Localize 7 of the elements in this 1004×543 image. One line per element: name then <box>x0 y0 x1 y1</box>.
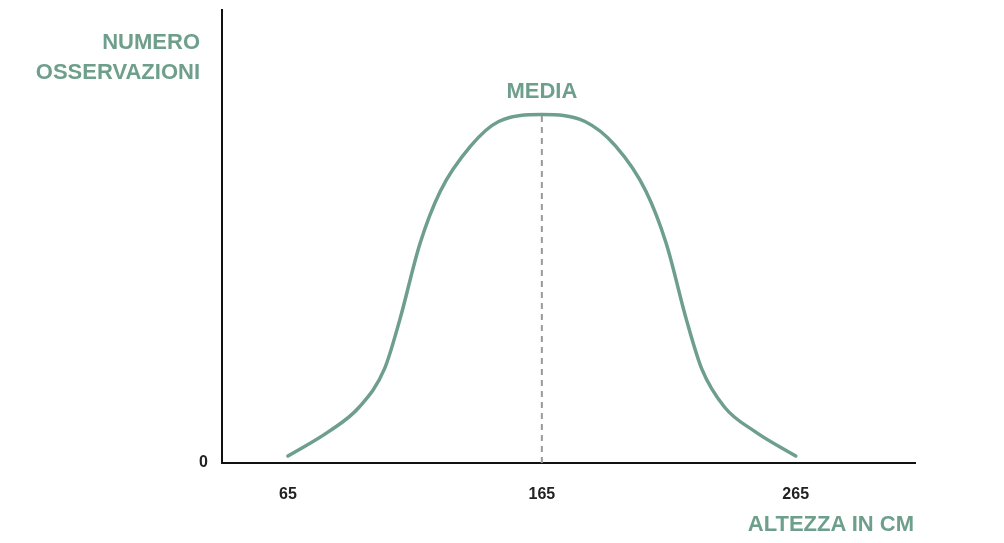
text: 0 <box>199 453 209 471</box>
x-axis-title: ALTEZZA IN CM <box>747 511 914 537</box>
x-tick-label: 65 <box>279 485 297 503</box>
x-tick-label: 165 <box>528 485 556 503</box>
y-axis-title: NUMERO OSSERVAZIONI <box>35 29 200 85</box>
x-tick-label: 265 <box>782 485 810 503</box>
ref-line-label: MEDIA <box>506 77 578 103</box>
